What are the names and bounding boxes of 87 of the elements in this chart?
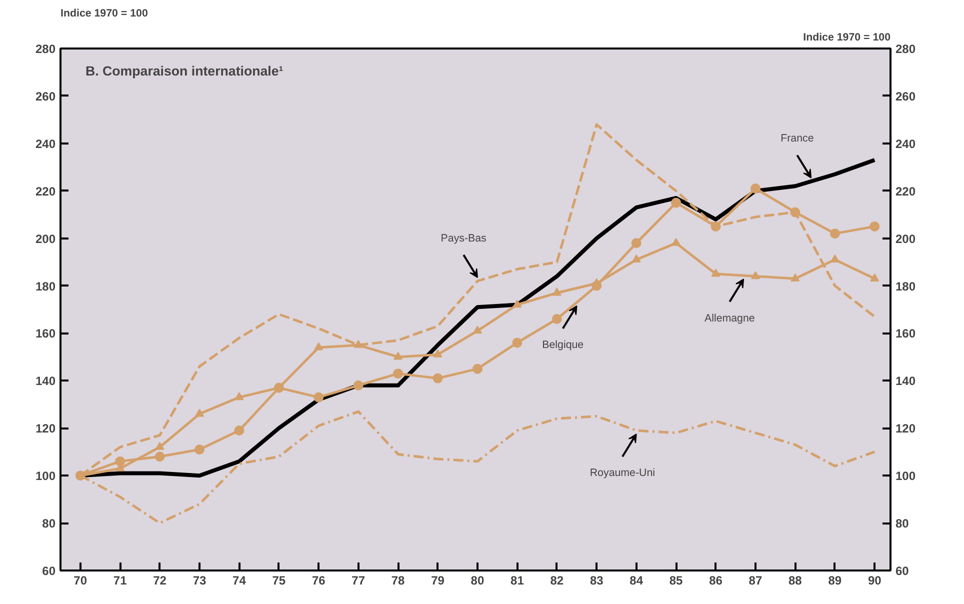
point — [234, 392, 244, 400]
y2-tick-label: 200 — [896, 232, 916, 246]
y2-tick-label: 240 — [896, 136, 916, 151]
point — [393, 368, 404, 379]
point — [314, 392, 324, 402]
annotation: Belgique — [542, 339, 584, 352]
point — [354, 340, 363, 348]
x-tick-label: 71 — [113, 574, 128, 588]
x-tick-label: 77 — [352, 574, 366, 588]
text: B. Comparaison internationale¹ — [86, 64, 284, 78]
point — [750, 184, 760, 194]
y-tick-label: 240 — [35, 136, 56, 151]
x-tick-label: 84 — [630, 574, 644, 588]
point — [472, 326, 482, 334]
y-tick-label: 180 — [35, 279, 56, 294]
x-tick-label: 79 — [431, 574, 445, 588]
y-tick-label: 160 — [35, 326, 56, 341]
y-tick-label: 100 — [35, 469, 56, 484]
x-tick-label: 81 — [510, 574, 524, 588]
y-tick-label: 60 — [42, 564, 56, 578]
point — [672, 238, 681, 246]
x-tick-label: 73 — [192, 574, 206, 588]
point — [353, 380, 364, 390]
x-tick-label: 88 — [788, 574, 802, 588]
x-tick-label: 70 — [74, 574, 88, 588]
x-tick-label: 78 — [391, 574, 406, 588]
annotation: Royaume-Uni — [590, 467, 656, 480]
y-tick-label: 120 — [35, 422, 56, 436]
x-tick-label: 80 — [470, 574, 484, 588]
point — [790, 207, 800, 218]
point — [194, 408, 204, 417]
point — [472, 364, 482, 374]
point — [552, 314, 562, 324]
y2-tick-label: 140 — [896, 374, 916, 388]
annotation: Pays-Bas — [440, 232, 486, 244]
y-tick-label: 260 — [35, 89, 56, 104]
y-axis-title: Indice 1970 = 100 — [60, 8, 148, 20]
point — [432, 373, 443, 384]
y2-tick-label: 280 — [896, 42, 916, 56]
y-tick-label: 200 — [35, 232, 56, 246]
x-tick-label: 83 — [590, 574, 604, 588]
x-tick-label: 76 — [312, 574, 326, 588]
point — [194, 444, 204, 454]
point — [154, 452, 165, 462]
y2-tick-label: 80 — [896, 516, 910, 531]
point — [512, 300, 522, 308]
point — [155, 442, 164, 450]
annotation: Allemagne — [704, 312, 755, 324]
x-tick-label: 87 — [748, 574, 762, 588]
point — [830, 228, 840, 239]
y2-tick-label: 100 — [896, 469, 916, 484]
x-tick-label: 90 — [868, 574, 882, 588]
point — [631, 238, 642, 248]
point — [711, 268, 720, 277]
point — [512, 338, 522, 348]
point — [433, 349, 442, 358]
point — [750, 271, 760, 280]
point — [710, 221, 721, 232]
point — [234, 426, 244, 436]
y2-axis-title: Indice 1970 = 100 — [803, 32, 891, 44]
y2-tick-label: 220 — [896, 184, 916, 198]
point — [870, 274, 880, 282]
y2-tick-label: 120 — [896, 422, 916, 436]
point — [394, 352, 403, 360]
x-tick-label: 86 — [709, 574, 723, 588]
y-tick-label: 140 — [35, 374, 56, 388]
y2-tick-label: 60 — [896, 564, 910, 578]
x-tick-label: 74 — [232, 574, 246, 588]
point — [790, 274, 800, 282]
x-tick-label: 82 — [550, 574, 564, 588]
y-tick-label: 220 — [35, 184, 56, 198]
point — [870, 221, 880, 232]
point — [115, 456, 126, 466]
y2-tick-label: 180 — [896, 279, 916, 294]
point — [632, 254, 641, 262]
x-tick-label: 89 — [828, 574, 842, 588]
point — [671, 198, 682, 208]
x-tick-label: 85 — [669, 574, 684, 588]
x-tick-label: 72 — [153, 574, 167, 588]
point — [314, 342, 324, 350]
annotation: France — [780, 132, 814, 145]
y2-tick-label: 260 — [896, 89, 916, 104]
y-tick-label: 80 — [42, 516, 56, 531]
y2-tick-label: 160 — [896, 326, 916, 341]
x-tick-label: 75 — [272, 574, 286, 588]
point — [552, 288, 562, 296]
y-tick-label: 280 — [35, 42, 56, 56]
